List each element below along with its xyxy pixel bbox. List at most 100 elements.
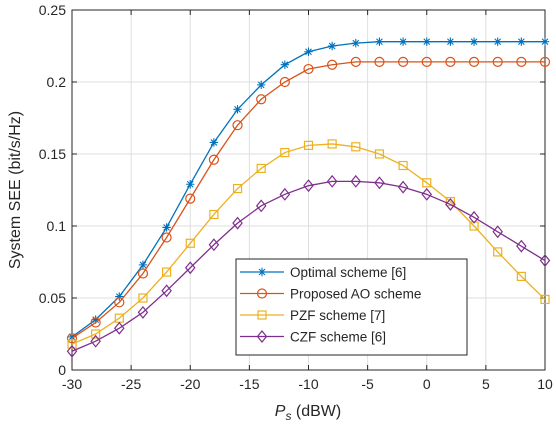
data-point	[327, 139, 337, 149]
data-point	[445, 56, 456, 67]
data-point	[232, 183, 243, 194]
square-marker	[257, 310, 267, 320]
series-2	[66, 56, 551, 344]
legend-label: CZF scheme [6]	[290, 330, 386, 345]
data-point	[516, 239, 527, 253]
data-point	[351, 142, 361, 152]
data-point	[185, 238, 195, 248]
data-point	[279, 76, 290, 88]
data-point	[162, 223, 171, 232]
y-tick-label: 0.2	[47, 74, 67, 90]
x-tick-label: -30	[62, 376, 82, 392]
x-tick-label: -10	[298, 376, 318, 392]
data-point	[209, 209, 219, 220]
data-point	[209, 138, 219, 147]
data-point	[468, 56, 480, 67]
data-point	[351, 38, 360, 48]
data-point	[516, 56, 527, 67]
y-axis-label: System SEE (bit/s/Hz)	[7, 111, 24, 269]
data-point	[374, 149, 385, 159]
legend-entry: Optimal scheme [6]	[240, 265, 406, 280]
data-point	[66, 333, 78, 344]
data-point	[186, 180, 195, 189]
data-point	[255, 199, 267, 213]
data-point	[445, 197, 456, 211]
data-point	[232, 120, 243, 131]
data-point	[161, 232, 172, 243]
x-tick-label: 5	[482, 376, 490, 392]
series-4	[66, 174, 551, 358]
data-point	[67, 332, 77, 342]
legend-entries: Optimal scheme [6] Proposed AO scheme PZF …	[240, 265, 421, 345]
legend-label: Proposed AO scheme	[290, 287, 421, 302]
data-point	[114, 321, 125, 335]
data-point	[185, 193, 196, 204]
data-point	[256, 94, 267, 105]
x-tick-label: 0	[423, 376, 431, 392]
data-point	[469, 37, 479, 46]
y-tick-label: 0.25	[39, 2, 66, 18]
data-point	[516, 271, 526, 281]
data-point	[350, 174, 362, 188]
axis-ticks: -30 -25 -20 -15 -10 -5 0 5 10 0 0.05 0.1 0.15 0.2 0.25	[39, 2, 553, 392]
legend-entry: PZF scheme [7]	[240, 308, 385, 323]
legend-label: Optimal scheme [6]	[290, 265, 406, 280]
data-point	[540, 37, 550, 46]
asterisk-marker	[257, 267, 267, 277]
legend: Optimal scheme [6] Proposed AO scheme PZF …	[235, 258, 468, 356]
data-point	[208, 154, 219, 165]
data-point	[208, 238, 220, 252]
data-point	[492, 225, 503, 239]
data-point	[114, 297, 125, 308]
data-point	[232, 216, 243, 230]
data-point	[280, 60, 290, 69]
data-point	[137, 305, 149, 319]
data-point	[375, 37, 384, 46]
data-point	[398, 37, 408, 46]
data-point	[303, 179, 314, 193]
data-point	[374, 56, 385, 67]
data-point	[233, 105, 242, 114]
diamond-marker	[256, 330, 268, 343]
x-tick-label: 10	[537, 376, 553, 392]
data-point	[138, 293, 148, 303]
y-tick-label: 0	[58, 362, 66, 378]
data-point	[66, 344, 78, 358]
data-point	[374, 176, 385, 190]
legend-entry: CZF scheme [6]	[240, 330, 386, 345]
data-point	[303, 140, 314, 150]
x-tick-label: -15	[239, 376, 259, 392]
data-point	[492, 56, 503, 67]
x-axis-label-unit: (dBW)	[291, 403, 341, 420]
data-point	[91, 329, 101, 339]
data-point	[184, 261, 196, 275]
data-point	[162, 267, 172, 277]
data-point	[138, 260, 148, 270]
series-line	[71, 143, 546, 345]
data-point	[91, 315, 100, 324]
x-axis-label-subscript: s	[285, 409, 291, 423]
series-1	[67, 37, 550, 342]
circle-marker	[256, 288, 268, 299]
data-point	[517, 37, 526, 46]
series-line	[71, 180, 546, 352]
data-point	[326, 174, 338, 188]
data-point	[397, 180, 409, 194]
legend-label: PZF scheme [7]	[290, 308, 385, 323]
data-point	[445, 196, 455, 207]
series-3	[67, 139, 550, 349]
data-point	[398, 56, 409, 67]
y-tick-label: 0.05	[39, 290, 66, 306]
data-point	[493, 37, 502, 46]
data-point	[257, 80, 266, 90]
data-point	[446, 37, 455, 46]
data-point	[256, 163, 266, 173]
data-point	[493, 247, 503, 257]
data-point	[421, 187, 433, 201]
data-point	[90, 317, 101, 328]
data-point	[90, 334, 101, 348]
data-point	[280, 147, 290, 158]
data-point	[115, 292, 124, 301]
y-tick-label: 0.15	[39, 146, 66, 162]
